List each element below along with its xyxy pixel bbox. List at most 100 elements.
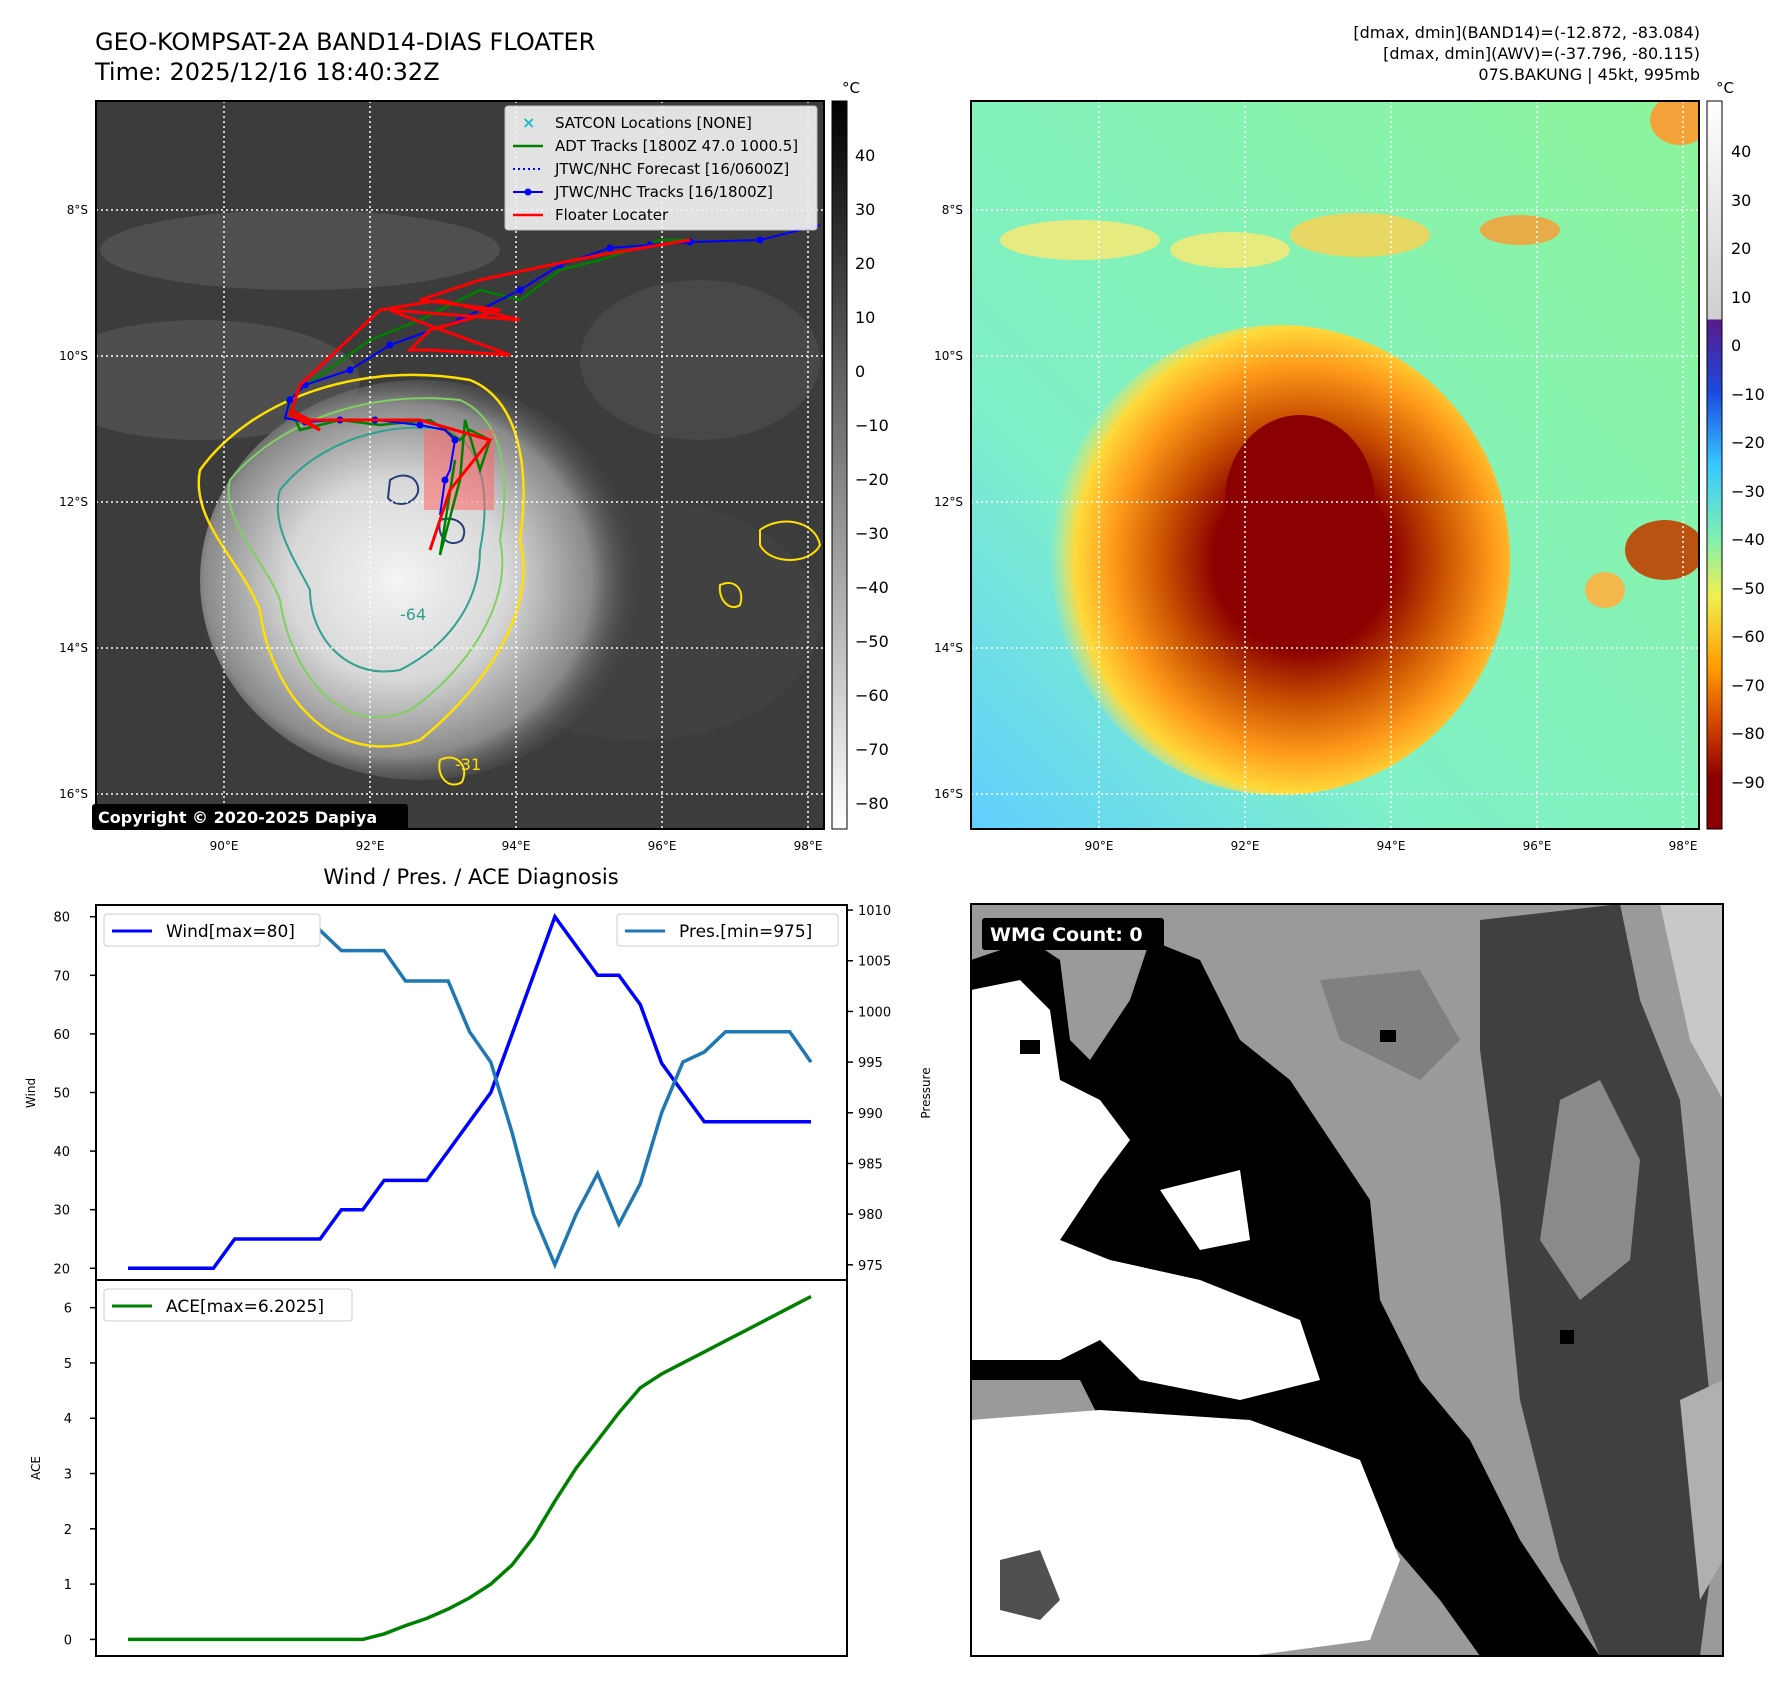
cb-tick: −80 xyxy=(1731,724,1765,743)
colorbar-ir-unit: °C xyxy=(842,79,860,97)
pressure-tick-label: 990 xyxy=(858,1107,883,1122)
wind-legend: Wind[max=80] xyxy=(103,913,321,947)
cb-tick: −40 xyxy=(1731,530,1765,549)
ace-tick-label: 3 xyxy=(64,1468,72,1483)
wind-tick-label: 70 xyxy=(53,969,70,984)
lon-tick: 94°E xyxy=(1377,839,1406,853)
pressure-axis-label: Pressure xyxy=(919,1067,933,1118)
lon-tick: 90°E xyxy=(210,839,239,853)
lon-tick: 96°E xyxy=(1523,839,1552,853)
cb-tick: −50 xyxy=(1731,579,1765,598)
wv-gridlines xyxy=(971,101,1699,829)
wind-legend-label: Wind[max=80] xyxy=(166,922,295,942)
cb-tick: 10 xyxy=(855,308,875,327)
cb-tick: −30 xyxy=(855,524,889,543)
lat-tick: 8°S xyxy=(942,203,963,217)
copyright: Copyright © 2020-2025 Dapiya xyxy=(98,808,377,827)
storm-info: 07S.BAKUNG | 45kt, 995mb xyxy=(1478,65,1700,84)
ace-chart: ACE 6 5 4 3 2 1 0 ACE[max=6.2025] xyxy=(29,1279,848,1657)
colorbar-wv xyxy=(1706,100,1723,830)
contour-minus-64 xyxy=(276,426,486,673)
wind-axis-label: Wind xyxy=(24,1078,38,1108)
colorbar-wv-unit: °C xyxy=(1716,79,1734,97)
contour-minus-31 xyxy=(197,373,525,748)
wind-tick-label: 60 xyxy=(53,1028,70,1043)
pressure-tick-label: 1005 xyxy=(858,955,891,970)
cb-tick: 0 xyxy=(855,362,865,381)
cb-tick: −70 xyxy=(855,740,889,759)
cb-tick: −90 xyxy=(1731,773,1765,792)
pressure-legend: Pres.[min=975] xyxy=(616,913,839,947)
wind-line xyxy=(128,913,811,1271)
cb-tick: −10 xyxy=(855,416,889,435)
legend-item-adt: ADT Tracks [1800Z 47.0 1000.5] xyxy=(555,137,798,155)
lat-tick: 10°S xyxy=(59,349,88,363)
wind-y-ticks: 80 70 60 50 40 30 20 xyxy=(53,911,96,1277)
cb-tick: −60 xyxy=(1731,627,1765,646)
pressure-tick-label: 995 xyxy=(858,1056,883,1071)
wmg-panel: WMG Count: 0 xyxy=(970,903,1724,1657)
contour-minus-76 xyxy=(386,474,420,505)
cb-tick: −30 xyxy=(1731,482,1765,501)
figure-time: Time: 2025/12/16 18:40:32Z xyxy=(94,58,440,86)
ace-tick-label: 5 xyxy=(64,1357,72,1372)
copyright-badge xyxy=(92,804,408,830)
pressure-y-ticks: 1010 1005 1000 995 990 985 980 975 xyxy=(847,904,891,1274)
lat-tick: 12°S xyxy=(934,495,963,509)
lat-tick: 12°S xyxy=(59,495,88,509)
pressure-tick-label: 975 xyxy=(858,1259,883,1274)
cb-tick: −20 xyxy=(855,470,889,489)
ace-axis-label: ACE xyxy=(29,1456,43,1480)
dmax-awv: [dmax, dmin](AWV)=(-37.796, -80.115) xyxy=(1383,44,1700,63)
cb-tick: 0 xyxy=(1731,336,1741,355)
cb-tick: −60 xyxy=(855,686,889,705)
wind-tick-label: 50 xyxy=(53,1087,70,1102)
wv-map-frame xyxy=(970,100,1700,830)
ir-lon-ticks: 90°E 92°E 94°E 96°E 98°E xyxy=(210,839,823,853)
wmg-badge xyxy=(982,918,1164,950)
legend-item-satcon: SATCON Locations [NONE] xyxy=(555,114,752,132)
pressure-tick-label: 1010 xyxy=(858,904,891,919)
contour-minus-42 xyxy=(227,397,506,718)
lat-tick: 14°S xyxy=(59,641,88,655)
legend-item-floater: Floater Locater xyxy=(555,206,669,224)
lat-tick: 10°S xyxy=(934,349,963,363)
cb-tick: 20 xyxy=(855,254,875,273)
map-legend: × SATCON Locations [NONE] ADT Tracks [18… xyxy=(504,105,818,231)
pressure-tick-label: 980 xyxy=(858,1208,883,1223)
wv-map-panel: 8°S 10°S 12°S 14°S 16°S 90°E 92°E 94°E 9… xyxy=(934,79,1765,853)
cb-tick: 30 xyxy=(1731,191,1751,210)
lon-tick: 92°E xyxy=(356,839,385,853)
legend-item-forecast: JTWC/NHC Forecast [16/0600Z] xyxy=(554,160,789,178)
ace-tick-label: 6 xyxy=(64,1302,72,1317)
colorbar-ir-ticks: 40 30 20 10 0 −10 −20 −30 −40 −50 −60 −7… xyxy=(855,146,889,813)
cb-tick: −20 xyxy=(1731,433,1765,452)
cb-tick: 30 xyxy=(855,200,875,219)
wind-tick-label: 40 xyxy=(53,1145,70,1160)
ace-tick-label: 0 xyxy=(64,1633,72,1648)
floater-track xyxy=(288,238,691,551)
pressure-tick-label: 1000 xyxy=(858,1005,891,1020)
dmax-band14: [dmax, dmin](BAND14)=(-12.872, -83.084) xyxy=(1353,23,1700,42)
cb-tick: 20 xyxy=(1731,239,1751,258)
ace-line xyxy=(128,1294,812,1642)
cb-tick: −50 xyxy=(855,632,889,651)
cb-tick: −80 xyxy=(855,794,889,813)
legend-marker-satcon: × xyxy=(522,113,535,132)
ace-tick-label: 2 xyxy=(64,1523,72,1538)
lon-tick: 96°E xyxy=(648,839,677,853)
colorbar-wv-ticks: 40 30 20 10 0 −10 −20 −30 −40 −50 −60 −7… xyxy=(1731,142,1765,792)
wind-pressure-frame xyxy=(95,904,848,1281)
ir-lat-ticks: 8°S 10°S 12°S 14°S 16°S xyxy=(59,203,88,801)
lat-tick: 8°S xyxy=(67,203,88,217)
colorbar-ir xyxy=(831,100,848,830)
lon-tick: 94°E xyxy=(502,839,531,853)
pressure-tick-label: 985 xyxy=(858,1157,883,1172)
ace-legend-label: ACE[max=6.2025] xyxy=(166,1297,324,1317)
cb-tick: −10 xyxy=(1731,385,1765,404)
cb-tick: 40 xyxy=(1731,142,1751,161)
cb-tick: 40 xyxy=(855,146,875,165)
wind-tick-label: 80 xyxy=(53,911,70,926)
pressure-legend-label: Pres.[min=975] xyxy=(679,922,812,942)
